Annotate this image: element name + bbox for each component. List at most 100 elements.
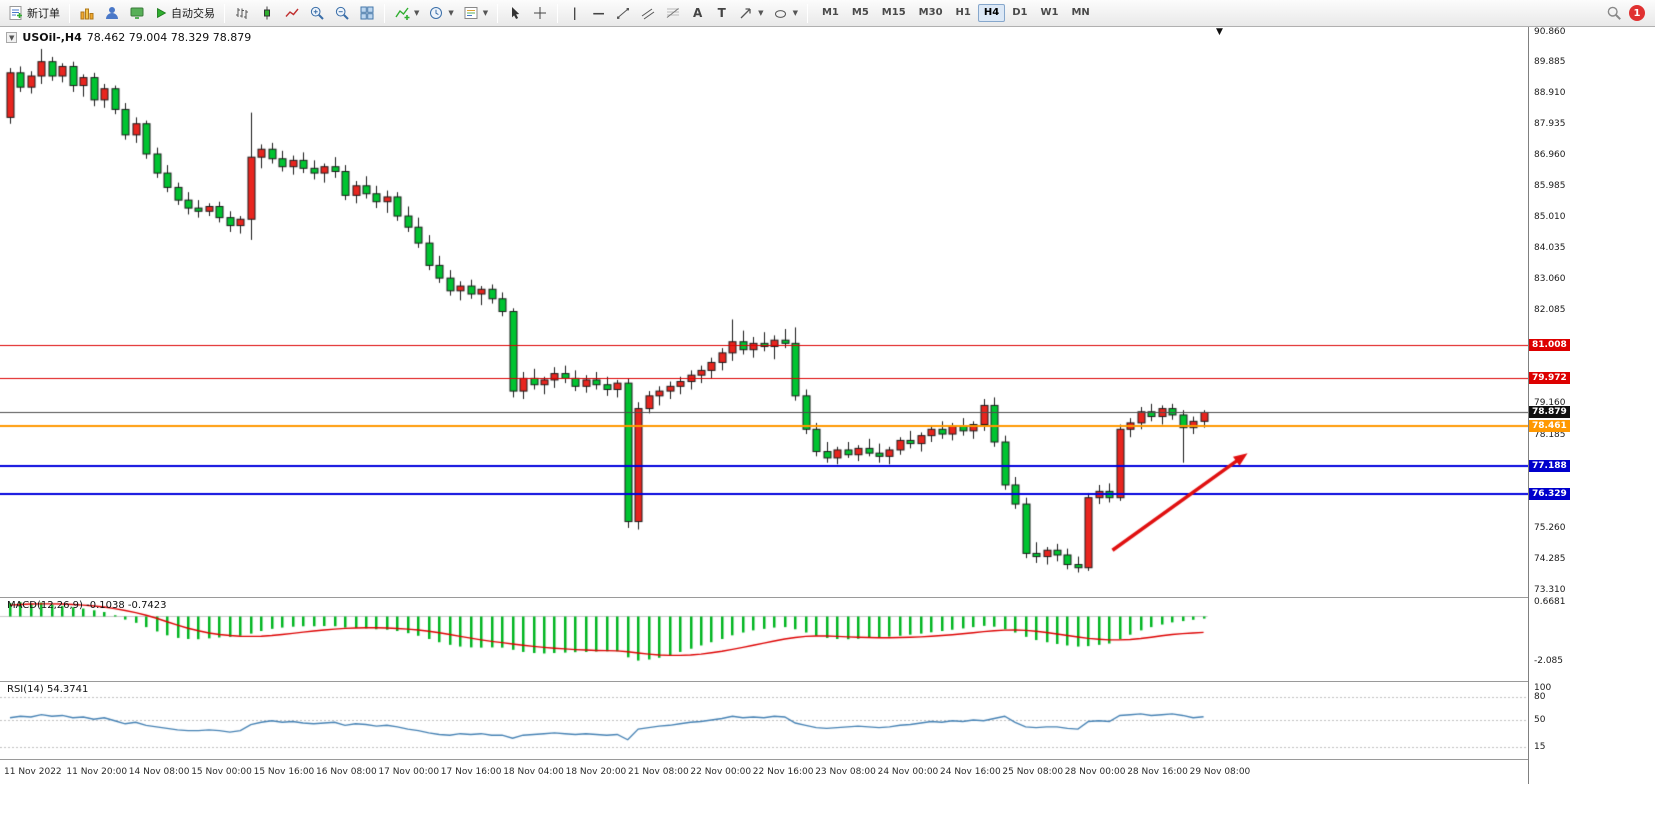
panel-separator[interactable] [0, 597, 1655, 598]
notification-badge[interactable]: 1 [1629, 5, 1645, 21]
symbol-dropdown-icon[interactable]: ▼ [6, 32, 18, 43]
arrows-button[interactable]: ▼ [734, 2, 767, 24]
price-tick: 89.885 [1534, 57, 1566, 68]
price-badge: 78.461 [1529, 419, 1570, 432]
line-chart-button[interactable] [280, 2, 304, 24]
profiles-button[interactable] [100, 2, 124, 24]
search-button[interactable] [1606, 5, 1622, 21]
rsi-value: 54.3741 [46, 684, 89, 695]
time-label: 28 Nov 00:00 [1064, 767, 1126, 777]
timeframe-button-m30[interactable]: M30 [918, 7, 943, 18]
main-toolbar: 新订单 自动交易 ▼ ▼ ▼ | — A T ▼ ▼ [0, 0, 1655, 27]
zoom-out-icon [334, 5, 350, 21]
chart-symbol-period: USOil-,H4 [22, 31, 82, 44]
time-label: 22 Nov 16:00 [752, 767, 814, 777]
new-order-button[interactable]: 新订单 [4, 2, 64, 24]
timeframe-button-mn[interactable]: MN [1071, 7, 1090, 18]
price-tick: 85.010 [1534, 212, 1566, 223]
timeframe-button-m15[interactable]: M15 [881, 7, 906, 18]
price-badge: 76.329 [1529, 487, 1570, 500]
text-icon: A [693, 6, 703, 20]
price-axis[interactable]: 90.860 89.885 88.910 87.935 86.960 85.985 85.0… [1528, 27, 1655, 784]
vertical-line-icon: | [572, 6, 577, 20]
line-chart-icon [284, 5, 300, 21]
price-tick: 90.860 [1534, 27, 1566, 37]
time-label: 15 Nov 00:00 [191, 767, 252, 777]
time-label: 15 Nov 16:00 [253, 767, 315, 777]
rsi-label: RSI(14) 54.3741 [7, 684, 89, 695]
panel-separator [0, 759, 1655, 760]
autotrade-label: 自动交易 [171, 7, 215, 20]
time-label: 24 Nov 00:00 [877, 767, 939, 777]
indicators-icon [394, 5, 410, 21]
text-label-button[interactable]: T [710, 2, 733, 24]
cursor-button[interactable] [503, 2, 527, 24]
crosshair-button[interactable] [528, 2, 552, 24]
timeframe-button-h4[interactable]: H4 [977, 4, 1006, 22]
price-tick: 73.310 [1534, 584, 1566, 595]
price-tick: 86.960 [1534, 150, 1566, 161]
chart-ohlc-values: 78.462 79.004 78.329 78.879 [86, 31, 252, 44]
rsi-axis-tick: 80 [1534, 692, 1546, 703]
candlestick-chart-button[interactable] [255, 2, 279, 24]
rsi-axis-tick: 100 [1534, 683, 1552, 693]
fibonacci-button[interactable] [661, 2, 685, 24]
macd-canvas[interactable] [0, 598, 1528, 680]
horizontal-line-button[interactable]: — [587, 2, 610, 24]
trendline-icon [615, 5, 631, 21]
time-label: 18 Nov 04:00 [503, 767, 564, 777]
macd-axis-tick: 0.6681 [1534, 596, 1566, 607]
panel-separator[interactable] [0, 681, 1655, 682]
macd-values: -0.1038 -0.7423 [86, 600, 167, 611]
price-tick: 87.935 [1534, 119, 1566, 130]
charts-button[interactable] [75, 2, 99, 24]
zoom-in-button[interactable] [305, 2, 329, 24]
terminal-icon [129, 5, 145, 21]
templates-button[interactable]: ▼ [459, 2, 492, 24]
terminal-button[interactable] [125, 2, 149, 24]
toolbar-separator [806, 3, 808, 23]
price-tick: 85.985 [1534, 181, 1566, 192]
clock-icon [428, 5, 444, 21]
channel-button[interactable] [636, 2, 660, 24]
autotrade-play-icon [154, 6, 168, 20]
time-label: 18 Nov 20:00 [565, 767, 627, 777]
candlestick-chart-icon [259, 5, 275, 21]
time-label: 17 Nov 00:00 [378, 767, 440, 777]
price-tick: 82.085 [1534, 305, 1566, 316]
toolbar-separator [384, 3, 385, 23]
time-label: 29 Nov 08:00 [1189, 767, 1251, 777]
autotrade-button[interactable]: 自动交易 [150, 2, 219, 24]
price-badge: 77.188 [1529, 460, 1570, 473]
periods-button[interactable]: ▼ [424, 2, 457, 24]
bar-chart-icon [234, 5, 250, 21]
timeframe-button-d1[interactable]: D1 [1012, 7, 1028, 18]
shapes-button[interactable]: ▼ [769, 2, 802, 24]
tile-windows-button[interactable] [355, 2, 379, 24]
timeframe-button-m1[interactable]: M1 [821, 7, 839, 18]
templates-icon [463, 5, 479, 21]
trendline-button[interactable] [611, 2, 635, 24]
vertical-line-button[interactable]: | [563, 2, 586, 24]
chevron-down-icon: ▼ [792, 9, 798, 17]
price-tick: 78.185 [1534, 429, 1566, 440]
rsi-canvas[interactable] [0, 682, 1528, 758]
indicators-button[interactable]: ▼ [390, 2, 423, 24]
timeframe-button-h1[interactable]: H1 [955, 7, 971, 18]
price-badge: 79.972 [1529, 371, 1570, 384]
bar-chart-button[interactable] [230, 2, 254, 24]
shapes-icon [773, 5, 789, 21]
rsi-axis-tick: 50 [1534, 715, 1546, 725]
timeframe-toolbar: M1 M5 M15 M30 H1 H4 D1 W1 MN [816, 4, 1096, 22]
timeframe-button-m5[interactable]: M5 [851, 7, 869, 18]
price-chart-canvas[interactable] [0, 27, 1528, 597]
chart-shift-marker-icon[interactable]: ▼ [1216, 27, 1223, 37]
zoom-in-icon [309, 5, 325, 21]
horizontal-line-icon: — [592, 6, 605, 20]
text-button[interactable]: A [686, 2, 709, 24]
timeframe-button-w1[interactable]: W1 [1040, 7, 1059, 18]
zoom-out-button[interactable] [330, 2, 354, 24]
time-axis[interactable]: 11 Nov 2022 11 Nov 20:00 14 Nov 08:00 15 No… [0, 760, 1528, 784]
new-order-label: 新订单 [27, 7, 60, 20]
